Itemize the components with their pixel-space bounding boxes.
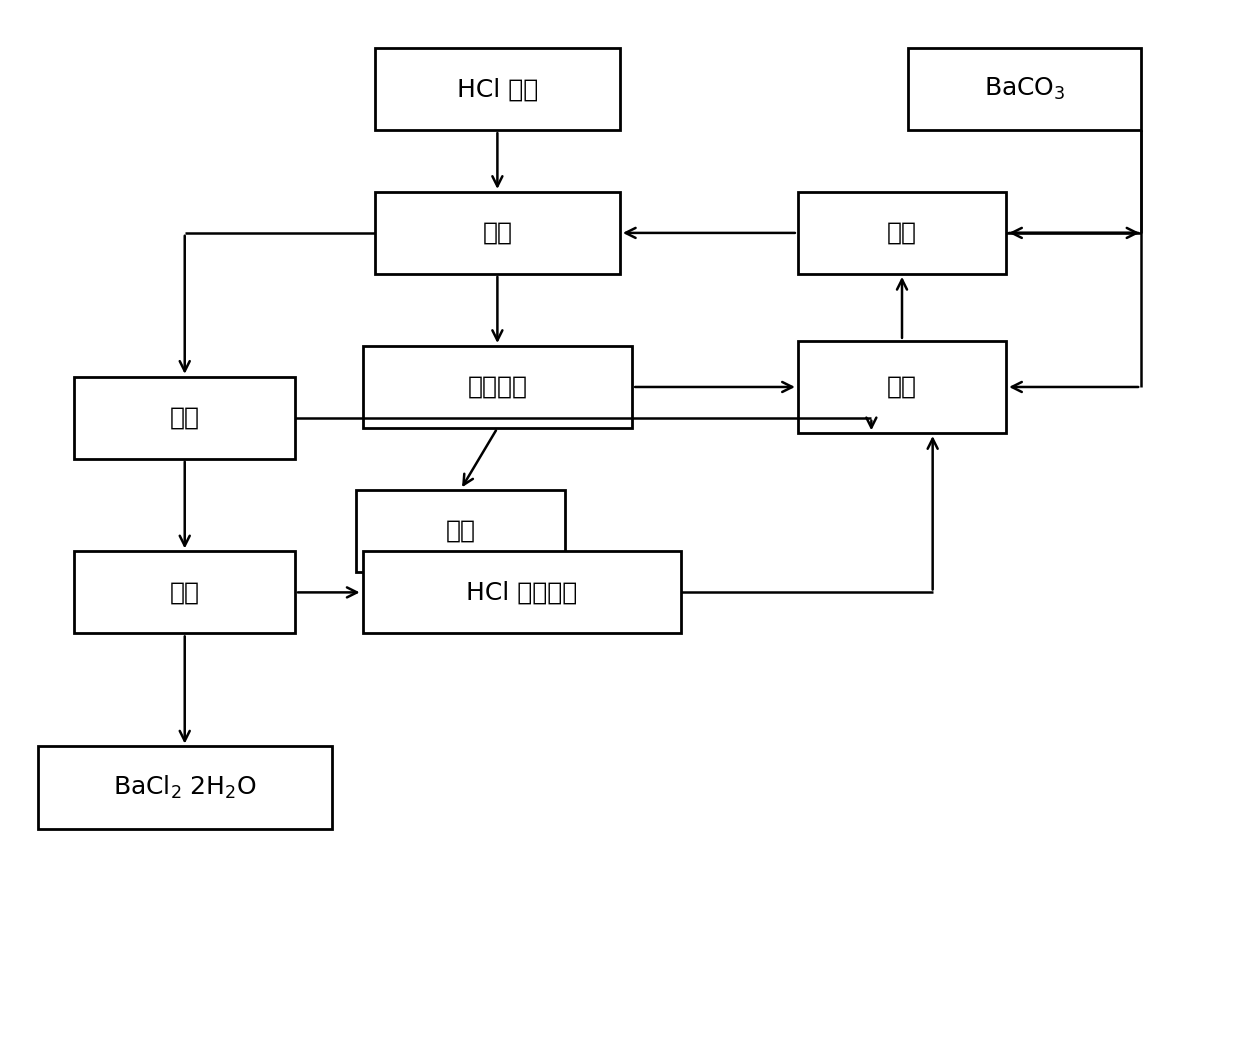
Bar [74, 552, 295, 634]
Text: BaCO$_3$: BaCO$_3$ [983, 76, 1065, 102]
Text: 烘干: 烘干 [170, 581, 200, 605]
Bar [908, 48, 1141, 130]
Text: 分离: 分离 [887, 221, 918, 245]
Text: HCl 尾气: HCl 尾气 [456, 77, 538, 101]
Text: 排放: 排放 [445, 518, 476, 542]
Bar [362, 552, 681, 634]
Text: 中和: 中和 [887, 375, 918, 399]
Bar [374, 192, 620, 274]
Text: 分离: 分离 [170, 406, 200, 430]
Bar [797, 192, 1006, 274]
Bar [37, 746, 332, 829]
Bar [362, 346, 632, 428]
Bar [74, 377, 295, 459]
Text: HCl 吸收处理: HCl 吸收处理 [466, 581, 578, 605]
Bar [797, 340, 1006, 433]
Text: 吸收: 吸收 [482, 221, 512, 245]
Text: BaCl$_2$ 2H$_2$O: BaCl$_2$ 2H$_2$O [113, 773, 257, 802]
Bar [374, 48, 620, 130]
Text: 多级吸收: 多级吸收 [467, 375, 527, 399]
Bar [356, 489, 565, 572]
